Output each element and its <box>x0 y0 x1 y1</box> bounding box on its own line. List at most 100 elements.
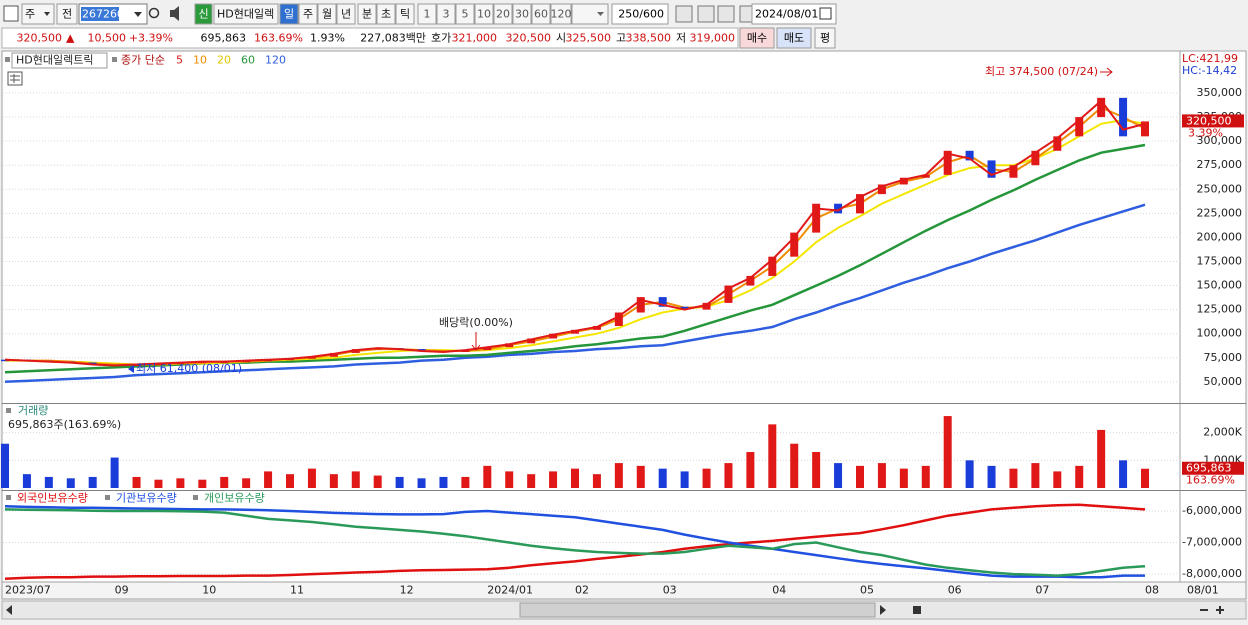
period-button[interactable] <box>298 3 318 25</box>
stock-code: 267260 <box>82 8 124 21</box>
legend-marker <box>6 495 11 500</box>
scroll-right[interactable] <box>880 605 886 615</box>
tool-icon[interactable] <box>675 5 693 23</box>
x-axis-bar <box>1 581 1247 600</box>
annotation-arrow <box>471 332 481 351</box>
interval-button-label: 20 <box>496 8 510 21</box>
volume-bar <box>592 474 601 488</box>
period-button-label: 일 <box>284 7 294 21</box>
tool-icon[interactable] <box>697 5 715 23</box>
volume-bar <box>373 475 382 488</box>
period-button[interactable] <box>336 3 356 25</box>
candle <box>943 150 952 175</box>
volume-bar <box>636 465 645 488</box>
legend-entry: 60 <box>241 54 255 67</box>
volume-bar <box>549 471 558 488</box>
legend-entry: 개인보유수량 <box>204 492 265 505</box>
volume-tag-pct: 163.69% <box>1186 474 1235 487</box>
interval-select[interactable] <box>571 3 609 25</box>
candle <box>658 297 667 307</box>
period-button[interactable] <box>279 3 299 25</box>
quote-bar <box>1 27 739 49</box>
interval-button[interactable] <box>550 3 572 25</box>
quote-field: 325,500 <box>566 32 612 45</box>
order-button-label: 평 <box>820 32 830 45</box>
candle <box>899 177 908 185</box>
quote-field: 호가 <box>431 32 451 45</box>
period-button[interactable] <box>395 3 415 25</box>
legend-entry: 120 <box>265 54 286 67</box>
candle <box>965 150 974 161</box>
quote-field: 320,500 <box>506 32 552 45</box>
quote-field: ▲ <box>66 32 75 45</box>
count-label: 250/600 <box>618 8 664 21</box>
quote-field: 1.93% <box>310 32 345 45</box>
volume-bar <box>746 452 755 488</box>
y-tick-label: 350,000 <box>1197 86 1243 99</box>
interval-button[interactable] <box>512 3 532 25</box>
interval-button[interactable] <box>531 3 551 25</box>
series-line <box>4 504 1145 579</box>
scroll-thumb[interactable] <box>519 602 876 618</box>
speaker-icon[interactable] <box>170 6 179 21</box>
price-tag-label: 320,500 <box>1186 114 1232 127</box>
x-tick-label: 06 <box>948 584 962 597</box>
volume-bar <box>987 465 996 488</box>
new-badge[interactable] <box>194 3 213 25</box>
order-button[interactable] <box>776 27 812 49</box>
candle <box>702 302 711 310</box>
date-input[interactable] <box>751 3 837 25</box>
y-tick-label: 2,000K <box>1203 426 1242 439</box>
period-button[interactable] <box>317 3 337 25</box>
annotation: 배당락(0.00%) <box>439 316 513 329</box>
price-tag-pct: 3.39% <box>1188 126 1223 139</box>
menu-icon[interactable] <box>3 5 19 22</box>
order-button[interactable] <box>814 27 836 49</box>
legend-entry: 외국인보유수량 <box>17 492 88 505</box>
interval-button[interactable] <box>417 3 437 25</box>
period-button[interactable] <box>376 3 396 25</box>
volume-bar <box>307 468 316 488</box>
count-input[interactable] <box>611 3 669 25</box>
interval-button[interactable] <box>474 3 494 25</box>
volume-bar <box>286 474 294 488</box>
volume-bar <box>176 478 185 488</box>
annotation-arrow <box>128 365 134 373</box>
volume-bar <box>834 463 843 488</box>
search-icon[interactable] <box>148 7 160 19</box>
code-selection <box>81 7 119 21</box>
quote-field: 10,500 <box>88 32 127 45</box>
y-tick-label: 300,000 <box>1197 134 1243 147</box>
y-tick-label: -6,000,000 <box>1182 504 1242 517</box>
candle <box>746 275 755 286</box>
volume-bar <box>571 468 579 488</box>
volume-bar <box>527 474 536 488</box>
toolbar-button[interactable] <box>56 3 78 25</box>
interval-button[interactable] <box>493 3 513 25</box>
calendar-icon[interactable] <box>819 7 832 20</box>
order-button-label: 매수 <box>747 32 767 45</box>
period-button[interactable] <box>357 3 377 25</box>
candle <box>921 174 930 178</box>
period-button-label: 월 <box>322 8 332 21</box>
toolbar-button[interactable] <box>21 3 55 25</box>
zoom-in[interactable] <box>1216 606 1224 614</box>
stock-name[interactable] <box>213 3 279 25</box>
order-button[interactable] <box>739 27 775 49</box>
interval-button-label: 5 <box>462 8 469 21</box>
volume-bar <box>66 478 75 488</box>
interval-button[interactable] <box>455 3 475 25</box>
scroll-left[interactable] <box>6 605 12 615</box>
x-tick-label: 07 <box>1035 584 1049 597</box>
candle <box>812 203 821 233</box>
table-icon[interactable] <box>7 71 23 86</box>
period-button-label: 초 <box>381 8 391 21</box>
stop-button[interactable] <box>913 606 921 614</box>
volume-bar <box>132 476 141 488</box>
legend-entry: 10 <box>193 54 207 67</box>
interval-button[interactable] <box>436 3 456 25</box>
tool-icon[interactable] <box>717 5 735 23</box>
interval-button-label: 10 <box>477 8 491 21</box>
period-button-label: 년 <box>341 8 351 21</box>
quote-field: +3.39% <box>129 32 173 45</box>
